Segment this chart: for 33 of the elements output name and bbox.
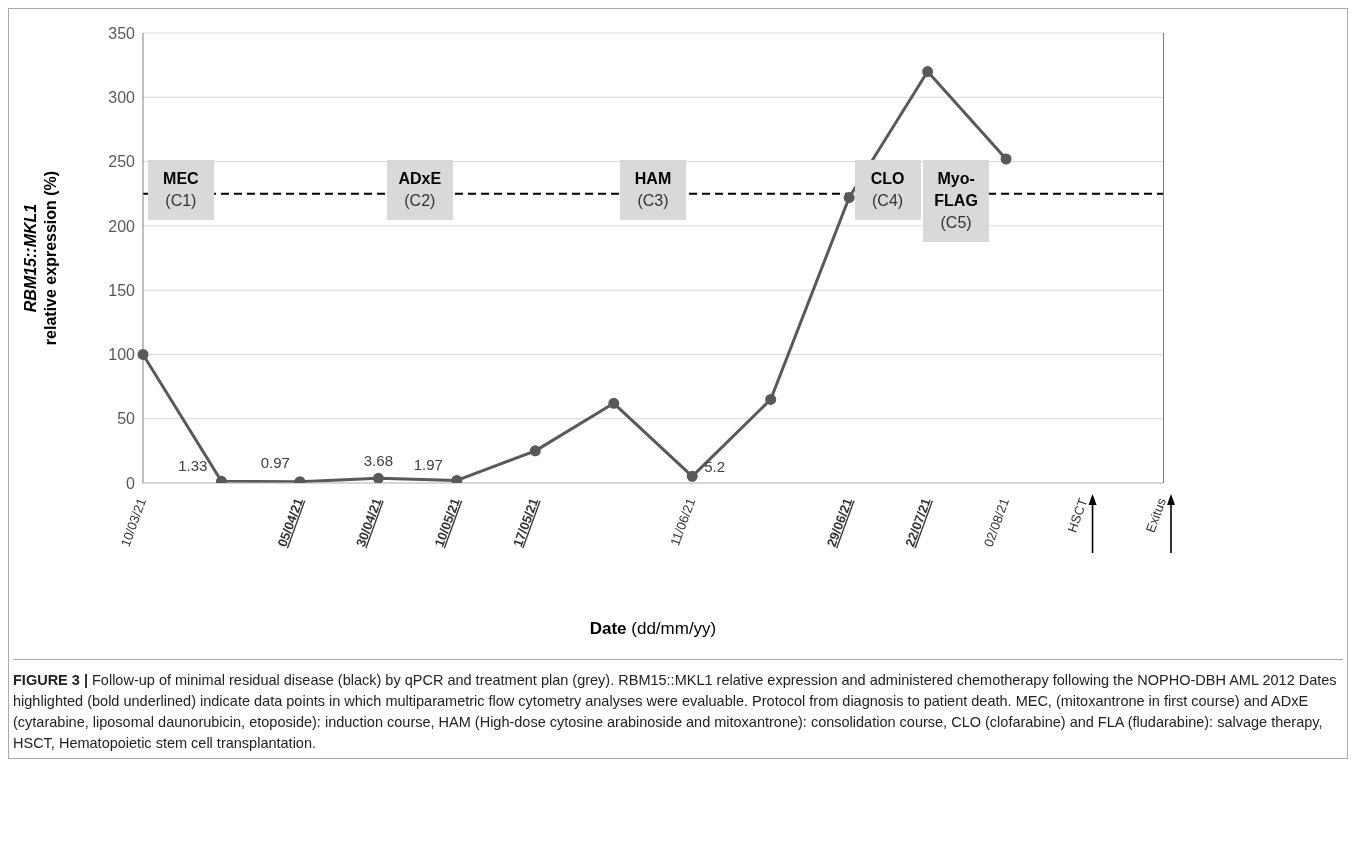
data-label: 1.97 xyxy=(413,456,443,474)
annotation: ADxE (C2) xyxy=(397,168,443,211)
y-tick-label: 50 xyxy=(117,410,136,428)
y-tick-label: 250 xyxy=(108,153,136,171)
caption: FIGURE 3 | Follow-up of minimal residual disease (black) by qPCR and treatment plan (grey). RBM15::MKL1 relative expression and administered chemotherapy following the NOPHO-DBH AML 2012 Dates highlighted (bold underlined) indicate data points in which multiparametric flow cytometry analyses were evaluable. Protocol from diagnosis to patient death. MEC, (mitoxantrone in first course) and ADxE (cytarabine, liposomal daunorubicin, etoposide): induction course, HAM (High-dose cytosine arabinoside and mitoxantrone): consolidation course, CLO (clofarabine) and FLA (fludarabine): salvage therapy, HSCT, Hematopoietic stem cell transplantation. xyxy=(13,659,1343,754)
x-tick-label: HSCT xyxy=(1064,496,1091,535)
point xyxy=(1000,153,1012,165)
annotation: CLO (C4) xyxy=(869,168,906,211)
x-tick-label: Exitus xyxy=(1142,495,1170,535)
y-axis-title: RBM15::MKL1 relative expression (%) xyxy=(21,170,60,346)
y-tick-label: 100 xyxy=(108,346,136,364)
y-tick-label: 150 xyxy=(108,281,136,299)
y-tick-label: 0 xyxy=(126,474,136,492)
point xyxy=(137,348,149,360)
point xyxy=(372,472,384,483)
y-tick-label: 350 xyxy=(108,24,136,42)
y-tick-label: 300 xyxy=(108,88,136,106)
point xyxy=(451,474,463,483)
x-axis-title: Date (dd/mm/yy) xyxy=(588,619,718,639)
point xyxy=(529,445,541,457)
y-tick-label: 200 xyxy=(108,217,136,235)
point xyxy=(922,66,934,78)
point xyxy=(608,397,620,409)
data-label: 5.2 xyxy=(704,458,726,476)
data-label: 1.33 xyxy=(178,457,208,475)
data-label: 3.68 xyxy=(363,452,393,470)
annotation: HAM (C3) xyxy=(633,168,673,211)
point xyxy=(843,192,855,204)
annotation: MEC (C1) xyxy=(162,168,200,211)
point xyxy=(765,393,777,405)
data-label: 0.97 xyxy=(260,453,290,471)
annotation: Myo- FLAG (C5) xyxy=(933,168,979,233)
point xyxy=(686,470,698,482)
